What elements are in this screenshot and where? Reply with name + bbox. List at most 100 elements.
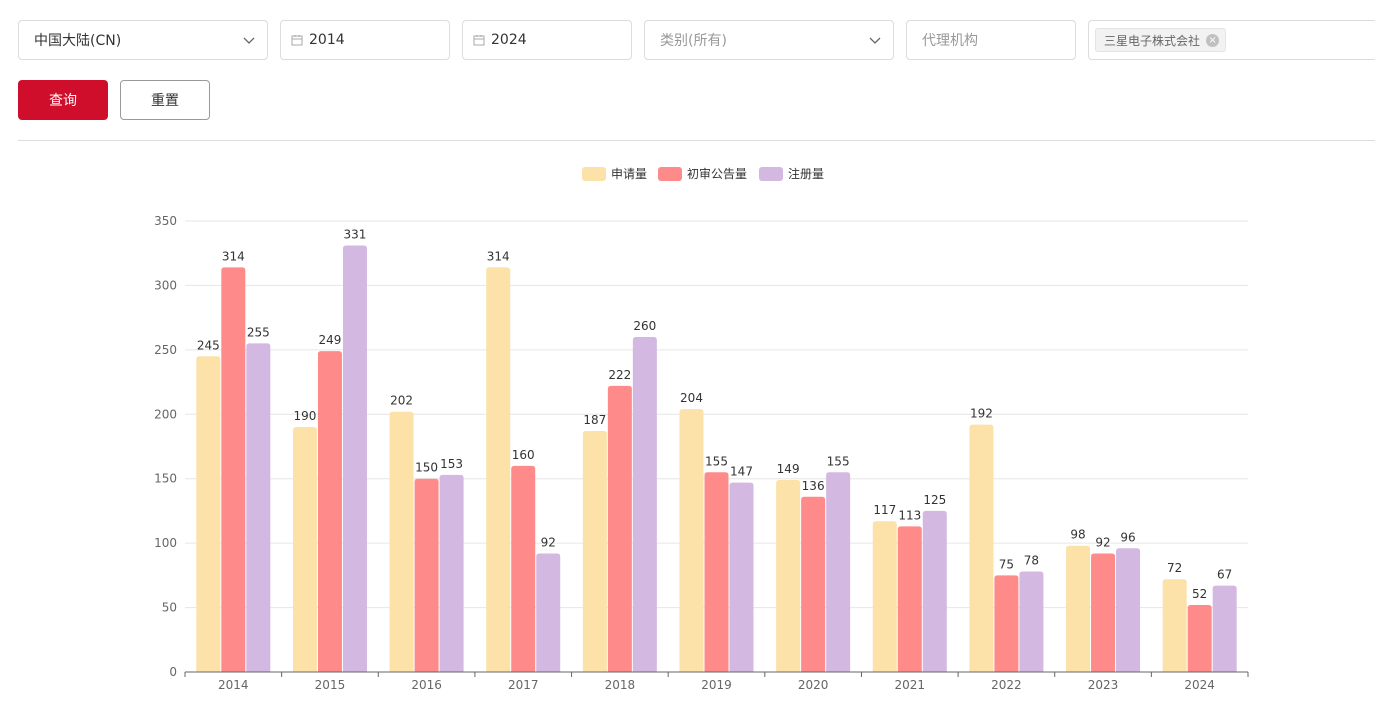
legend-label: 申请量 bbox=[611, 167, 647, 181]
bar[interactable] bbox=[1212, 585, 1237, 672]
legend-label: 初审公告量 bbox=[687, 166, 747, 181]
data-label: 202 bbox=[390, 394, 413, 408]
bar[interactable] bbox=[1091, 553, 1116, 672]
data-label: 75 bbox=[999, 557, 1014, 571]
bar[interactable] bbox=[897, 526, 922, 672]
data-label: 249 bbox=[319, 333, 342, 347]
x-tick-label: 2024 bbox=[1184, 678, 1215, 692]
data-label: 153 bbox=[440, 457, 463, 471]
data-label: 204 bbox=[680, 391, 703, 405]
bar[interactable] bbox=[1116, 548, 1141, 672]
x-tick-label: 2014 bbox=[218, 678, 249, 692]
data-label: 136 bbox=[802, 479, 825, 493]
bar[interactable] bbox=[439, 474, 464, 672]
chevron-down-icon bbox=[243, 37, 255, 44]
bar[interactable] bbox=[342, 245, 367, 673]
category-select[interactable]: 类别(所有) bbox=[644, 20, 894, 60]
data-label: 245 bbox=[197, 338, 220, 352]
end-year-value: 2024 bbox=[491, 32, 527, 48]
bar[interactable] bbox=[1019, 571, 1044, 672]
x-tick-label: 2016 bbox=[411, 678, 442, 692]
bar[interactable] bbox=[1187, 604, 1212, 672]
x-tick-label: 2023 bbox=[1088, 678, 1119, 692]
bar[interactable] bbox=[486, 267, 511, 672]
data-label: 160 bbox=[512, 448, 535, 462]
bar[interactable] bbox=[969, 424, 994, 672]
calendar-icon bbox=[473, 35, 485, 46]
data-label: 117 bbox=[873, 503, 896, 517]
legend-item[interactable]: 初审公告量 bbox=[658, 166, 747, 181]
data-label: 314 bbox=[222, 249, 245, 263]
bar[interactable] bbox=[246, 343, 271, 672]
close-icon[interactable]: × bbox=[1206, 33, 1220, 47]
legend-item[interactable]: 注册量 bbox=[759, 166, 824, 181]
bar[interactable] bbox=[1066, 545, 1091, 672]
x-tick-label: 2020 bbox=[798, 678, 829, 692]
bar[interactable] bbox=[511, 465, 536, 672]
y-tick-label: 250 bbox=[154, 343, 177, 357]
region-select-value: 中国大陆(CN) bbox=[34, 33, 122, 49]
data-label: 78 bbox=[1024, 553, 1039, 567]
bar[interactable] bbox=[607, 385, 632, 672]
agency-input-placeholder: 代理机构 bbox=[922, 33, 978, 49]
bar[interactable] bbox=[221, 267, 246, 672]
applicant-select[interactable]: 三星电子株式会社 × bbox=[1088, 20, 1375, 60]
data-label: 255 bbox=[247, 325, 270, 339]
region-select[interactable]: 中国大陆(CN) bbox=[18, 20, 268, 60]
bar[interactable] bbox=[704, 472, 729, 672]
data-label: 314 bbox=[487, 249, 510, 263]
y-tick-label: 150 bbox=[154, 472, 177, 486]
bar[interactable] bbox=[826, 472, 851, 672]
legend-swatch bbox=[582, 167, 606, 181]
bar[interactable] bbox=[679, 409, 704, 672]
agency-input[interactable]: 代理机构 bbox=[906, 20, 1076, 60]
x-tick-label: 2017 bbox=[508, 678, 539, 692]
applicant-tag: 三星电子株式会社 × bbox=[1095, 28, 1227, 52]
divider bbox=[18, 140, 1375, 141]
start-year-value: 2014 bbox=[309, 32, 345, 48]
bar[interactable] bbox=[872, 521, 897, 672]
bar[interactable] bbox=[1162, 579, 1187, 672]
bar[interactable] bbox=[632, 336, 657, 672]
y-tick-label: 0 bbox=[169, 665, 177, 679]
data-label: 72 bbox=[1167, 561, 1182, 575]
legend-swatch bbox=[658, 167, 682, 181]
bar[interactable] bbox=[414, 478, 439, 672]
bar[interactable] bbox=[994, 575, 1019, 672]
bar[interactable] bbox=[389, 411, 414, 672]
bar[interactable] bbox=[801, 496, 826, 672]
data-label: 52 bbox=[1192, 587, 1207, 601]
bar[interactable] bbox=[536, 553, 561, 672]
start-year-picker[interactable]: 2014 bbox=[280, 20, 450, 60]
data-label: 92 bbox=[1095, 535, 1110, 549]
x-axis: 2014 2015 2016 2017 2018 2019 2020 2021 2022 2023… bbox=[184, 671, 1249, 692]
data-label: 155 bbox=[705, 454, 728, 468]
bar[interactable] bbox=[292, 427, 317, 672]
x-tick-label: 2019 bbox=[701, 678, 732, 692]
x-tick-label: 2022 bbox=[991, 678, 1022, 692]
bar[interactable] bbox=[196, 356, 221, 672]
data-label: 155 bbox=[827, 454, 850, 468]
bar[interactable] bbox=[922, 510, 947, 672]
bar[interactable] bbox=[729, 482, 754, 672]
end-year-picker[interactable]: 2024 bbox=[462, 20, 632, 60]
bar[interactable] bbox=[776, 480, 801, 672]
data-label: 192 bbox=[970, 407, 993, 421]
y-tick-label: 200 bbox=[154, 407, 177, 421]
category-select-placeholder: 类别(所有) bbox=[660, 33, 727, 49]
data-label: 92 bbox=[541, 535, 556, 549]
query-button[interactable]: 查询 bbox=[18, 80, 108, 120]
data-label: 222 bbox=[608, 368, 631, 382]
applicant-tag-label: 三星电子株式会社 bbox=[1104, 33, 1201, 48]
x-tick-label: 2018 bbox=[605, 678, 636, 692]
legend-item[interactable]: 申请量 bbox=[582, 167, 647, 181]
data-label: 187 bbox=[583, 413, 606, 427]
data-label: 67 bbox=[1217, 568, 1232, 582]
bar[interactable] bbox=[317, 351, 342, 672]
x-tick-label: 2021 bbox=[894, 678, 925, 692]
data-label: 260 bbox=[633, 319, 656, 333]
data-label: 149 bbox=[777, 462, 800, 476]
reset-button[interactable]: 重置 bbox=[120, 80, 210, 120]
bar[interactable] bbox=[582, 431, 607, 672]
